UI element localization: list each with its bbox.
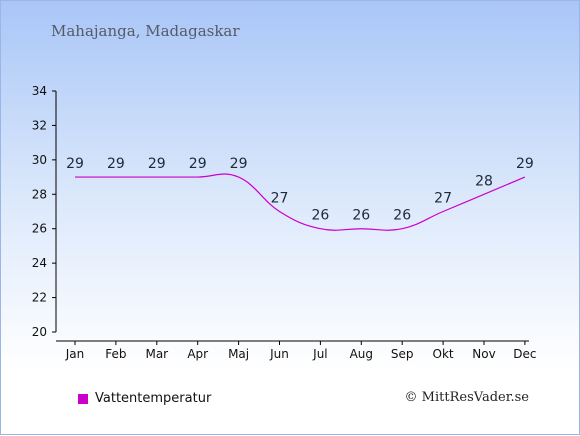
x-tick-label: Jul (312, 347, 327, 361)
chart-title: Mahajanga, Madagaskar (51, 22, 240, 40)
x-tick-label: Maj (228, 347, 249, 361)
data-label: 29 (189, 156, 207, 172)
y-tick-label: 22 (32, 291, 47, 305)
x-tick-label: Aug (350, 347, 373, 361)
y-tick-label: 24 (32, 256, 47, 270)
data-label: 26 (311, 208, 329, 224)
data-label: 27 (434, 191, 452, 207)
x-tick-label: Jan (65, 347, 85, 361)
x-tick-label: Okt (433, 347, 454, 361)
y-tick-label: 20 (32, 325, 47, 339)
data-label: 29 (516, 156, 534, 172)
y-tick-label: 26 (32, 222, 47, 236)
y-tick-label: 32 (32, 118, 47, 132)
x-tick-label: Dec (513, 347, 536, 361)
x-tick-label: Apr (187, 347, 208, 361)
legend: Vattentemperatur (78, 391, 211, 406)
data-label: 29 (148, 156, 166, 172)
data-label: 29 (66, 156, 84, 172)
data-label: 28 (475, 173, 493, 189)
data-label: 27 (271, 191, 289, 207)
y-tick-label: 28 (32, 187, 47, 201)
series-line (75, 173, 526, 231)
legend-label: Vattentemperatur (95, 391, 212, 406)
credit-text: © MittResVader.se (404, 390, 529, 405)
x-tick-label: Mar (145, 347, 168, 361)
legend-swatch (78, 393, 88, 404)
data-label: 29 (230, 156, 248, 172)
data-label: 26 (352, 208, 370, 224)
data-label: 29 (107, 156, 125, 172)
x-tick-label: Nov (472, 347, 495, 361)
y-tick-label: 30 (32, 153, 47, 167)
x-tick-label: Jun (269, 347, 289, 361)
data-label: 26 (393, 208, 411, 224)
x-tick-label: Sep (391, 347, 414, 361)
x-tick-label: Feb (105, 347, 126, 361)
y-tick-label: 34 (32, 84, 47, 98)
